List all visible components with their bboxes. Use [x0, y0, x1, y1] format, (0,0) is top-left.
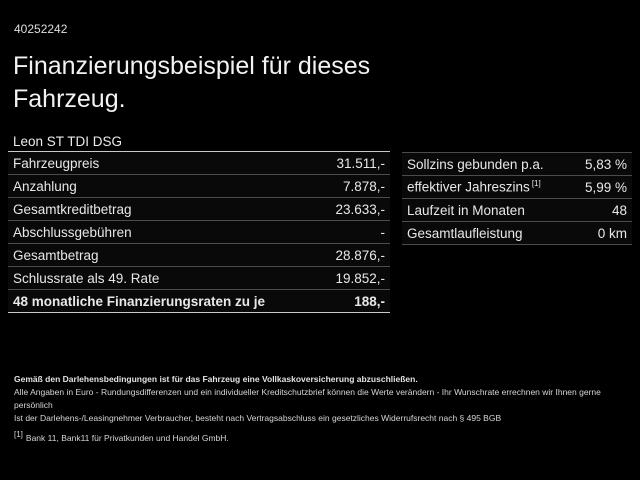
table-row-monatsrate: 48 monatliche Finanzierungsraten zu je 1… [8, 290, 390, 313]
legal-line-insurance: Gemäß den Darlehensbedingungen ist für d… [14, 374, 418, 384]
row-value: 5,99 % [584, 179, 627, 195]
row-value: 188,- [354, 293, 385, 309]
row-label: Abschlussgebühren [13, 224, 132, 240]
row-label: Sollzins gebunden p.a. [407, 156, 544, 172]
row-label: Schlussrate als 49. Rate [13, 270, 160, 286]
row-value: 48 [611, 202, 627, 218]
row-label: 48 monatliche Finanzierungsraten zu je [13, 293, 266, 309]
row-value: 28.876,- [335, 247, 385, 263]
legal-line-disclaimer: Alle Angaben in Euro - Rundungsdifferenz… [14, 387, 601, 410]
table-row-fahrzeugpreis: Fahrzeugpreis 31.511,- [8, 152, 390, 175]
row-label: Fahrzeugpreis [13, 155, 100, 171]
table-row-laufzeit: Laufzeit in Monaten 48 [402, 199, 632, 222]
table-row-schlussrate: Schlussrate als 49. Rate 19.852,- [8, 267, 390, 290]
footnote-text: Bank 11, Bank11 für Privatkunden und Han… [25, 432, 229, 443]
footnote-ref-icon: [1] [531, 179, 541, 189]
row-value: 5,83 % [584, 156, 627, 172]
vehicle-name-header: Leon ST TDI DSG [8, 132, 390, 152]
legal-footer: Gemäß den Darlehensbedingungen ist für d… [14, 373, 632, 445]
financing-table: Leon ST TDI DSG Fahrzeugpreis 31.511,- A… [8, 132, 390, 313]
table-row-sollzins: Sollzins gebunden p.a. 5,83 % [402, 153, 632, 176]
conditions-table: Sollzins gebunden p.a. 5,83 % effektiver… [402, 152, 632, 245]
row-value: 23.633,- [335, 201, 385, 217]
legal-line-widerruf: Ist der Darlehens-/Leasingnehmer Verbrau… [14, 413, 502, 423]
table-row-abschlussgebuehren: Abschlussgebühren - [8, 221, 390, 244]
row-value: 7.878,- [342, 178, 385, 194]
row-value: - [380, 224, 386, 240]
page-title-line2: Fahrzeug. [13, 85, 126, 113]
row-label: Gesamtbetrag [13, 247, 99, 263]
row-label: effektiver Jahreszins [1] [407, 179, 541, 195]
row-label: Laufzeit in Monaten [407, 202, 525, 218]
row-value: 31.511,- [336, 155, 385, 171]
row-label: Anzahlung [13, 178, 77, 194]
page-title: Finanzierungsbeispiel für dieses Fahrzeu… [13, 50, 370, 116]
row-value: 0 km [597, 225, 627, 241]
vehicle-id: 40252242 [14, 22, 68, 36]
footnote-marker: [1] [14, 430, 23, 439]
table-row-gesamtkreditbetrag: Gesamtkreditbetrag 23.633,- [8, 198, 390, 221]
table-row-effektiver-jahreszins: effektiver Jahreszins [1] 5,99 % [402, 176, 632, 199]
page-title-line1: Finanzierungsbeispiel für dieses [13, 52, 371, 80]
row-label: Gesamtkreditbetrag [13, 201, 132, 217]
row-value: 19.852,- [335, 270, 385, 286]
table-row-gesamtbetrag: Gesamtbetrag 28.876,- [8, 244, 390, 267]
row-label: Gesamtlaufleistung [407, 225, 523, 241]
footnote-bank: [1] Bank 11, Bank11 für Privatkunden und … [14, 428, 632, 445]
table-row-anzahlung: Anzahlung 7.878,- [8, 175, 390, 198]
table-row-gesamtlaufleistung: Gesamtlaufleistung 0 km [402, 222, 632, 245]
